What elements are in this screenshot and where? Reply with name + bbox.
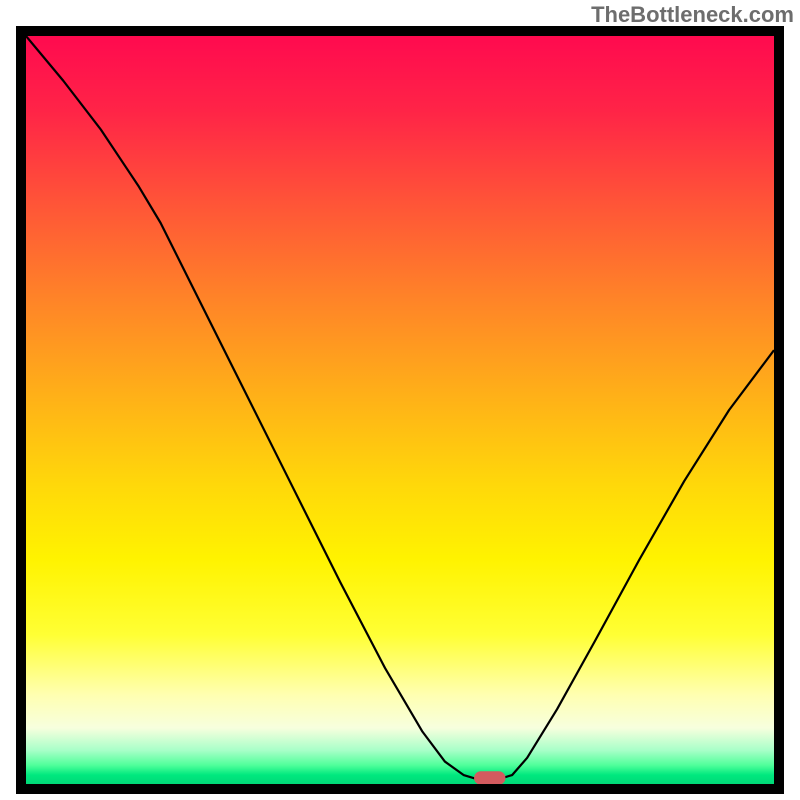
chart-svg — [26, 36, 774, 784]
bottleneck-chart — [16, 26, 784, 794]
optimum-marker — [474, 771, 505, 784]
attribution-text: TheBottleneck.com — [591, 2, 794, 28]
chart-frame: TheBottleneck.com — [0, 0, 800, 800]
chart-background — [26, 36, 774, 784]
